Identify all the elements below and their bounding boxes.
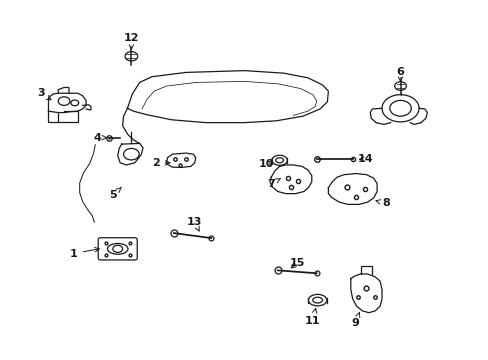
Text: 11: 11 — [305, 309, 320, 325]
Text: 14: 14 — [357, 154, 372, 164]
Text: 1: 1 — [70, 247, 99, 258]
Text: 7: 7 — [267, 179, 280, 189]
Text: 2: 2 — [152, 158, 170, 168]
Text: 13: 13 — [187, 217, 202, 231]
Text: 4: 4 — [93, 133, 107, 143]
Text: 12: 12 — [123, 33, 139, 49]
Text: 9: 9 — [351, 312, 359, 328]
Text: 10: 10 — [258, 159, 274, 169]
Text: 5: 5 — [109, 187, 121, 200]
Text: 15: 15 — [289, 258, 304, 268]
Text: 6: 6 — [396, 67, 404, 81]
Text: 3: 3 — [37, 88, 51, 100]
Text: 8: 8 — [375, 198, 389, 208]
